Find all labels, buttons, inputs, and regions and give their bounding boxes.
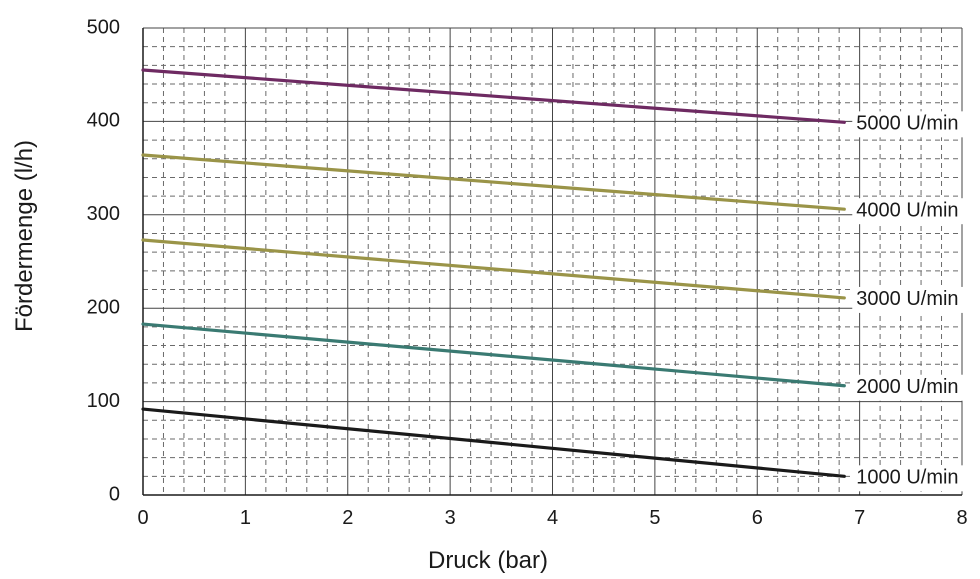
x-tick-label: 7 xyxy=(854,507,865,529)
series-label: 5000 U/min xyxy=(856,113,958,135)
x-axis-title: Druck (bar) xyxy=(428,547,548,574)
axes xyxy=(142,28,962,496)
series-label: 2000 U/min xyxy=(856,376,958,398)
series-label-bg xyxy=(852,374,979,401)
x-tick-label: 2 xyxy=(342,507,353,529)
y-tick-label: 100 xyxy=(87,390,120,412)
series-label-bg xyxy=(852,465,979,492)
x-tick-label: 1 xyxy=(240,507,251,529)
series-line xyxy=(141,322,846,388)
series-label: 3000 U/min xyxy=(856,288,958,310)
y-axis-title: Fördermenge (l/h) xyxy=(11,140,38,332)
y-tick-label: 200 xyxy=(87,296,120,318)
series-label: 4000 U/min xyxy=(856,199,958,221)
x-tick-label: 8 xyxy=(956,507,967,529)
y-tick-label: 500 xyxy=(87,16,120,38)
x-tick-label: 4 xyxy=(547,507,558,529)
tick-labels: 0 1 2 3 4 5 6 7 8 0 100 200 300 400 500 xyxy=(87,16,968,529)
series-line xyxy=(141,153,846,211)
series-label-bg xyxy=(852,198,979,225)
series-line xyxy=(141,238,846,300)
y-tick-label: 300 xyxy=(87,203,120,225)
series-lines xyxy=(141,68,846,478)
series-label-bg xyxy=(852,286,979,313)
x-tick-label: 3 xyxy=(445,507,456,529)
series-labels: 5000 U/min 4000 U/min 3000 U/min 2000 U/min… xyxy=(852,111,979,492)
x-tick-label: 5 xyxy=(649,507,660,529)
x-tick-label: 0 xyxy=(137,507,148,529)
series-line xyxy=(141,407,846,478)
y-tick-label: 0 xyxy=(109,483,120,505)
y-tick-label: 400 xyxy=(87,110,120,132)
series-label-bg xyxy=(852,111,979,138)
x-tick-label: 6 xyxy=(752,507,763,529)
series-label: 1000 U/min xyxy=(856,467,958,489)
series-line xyxy=(141,68,846,124)
